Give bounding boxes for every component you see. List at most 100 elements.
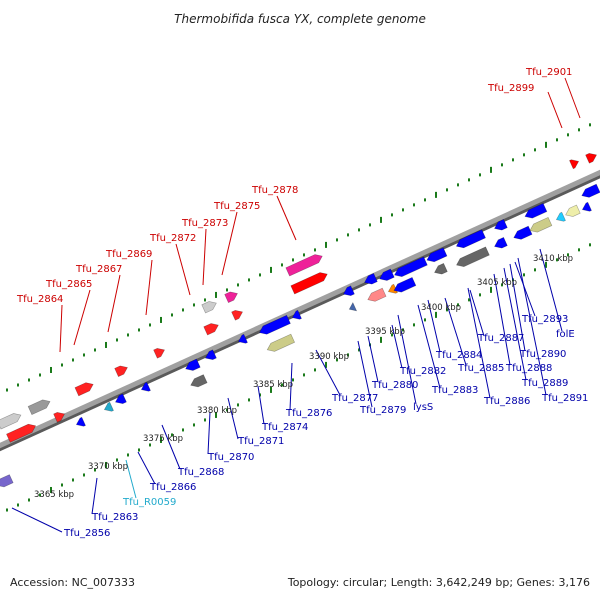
gene-label-tfu-2874: Tfu_2874 xyxy=(261,422,308,433)
lower-track-tick xyxy=(270,386,272,393)
lower-track-tick xyxy=(138,448,140,452)
upper-track-tick xyxy=(347,233,349,237)
reverse-gene-arrow xyxy=(140,381,151,392)
leader-line xyxy=(493,273,511,366)
gene-label-tfu-2856: Tfu_2856 xyxy=(63,528,110,539)
lower-track-tick xyxy=(171,433,173,437)
leader-line xyxy=(564,77,581,119)
lower-track-tick xyxy=(545,261,547,268)
forward-gene-arrow xyxy=(585,153,598,164)
reverse-gene-arrow xyxy=(0,474,14,488)
reverse-gene-arrow xyxy=(103,401,114,412)
upper-track-tick xyxy=(578,128,580,132)
lower-track-tick xyxy=(281,383,283,387)
leader-line xyxy=(161,424,181,470)
gene-label-tfu-2869: Tfu_2869 xyxy=(105,249,152,260)
reverse-gene-arrow xyxy=(364,273,378,285)
lower-track-tick xyxy=(259,393,261,397)
lower-track-tick xyxy=(402,328,404,332)
lower-track-tick xyxy=(589,243,591,247)
backbone-line xyxy=(0,169,600,449)
upper-track-tick xyxy=(171,313,173,317)
gene-label-tfu-2864: Tfu_2864 xyxy=(16,294,63,305)
leader-line xyxy=(469,289,485,337)
gene-label-tfu-2886: Tfu_2886 xyxy=(483,396,530,407)
leader-line xyxy=(73,289,91,346)
reverse-gene-arrow xyxy=(581,201,592,212)
lower-track-tick xyxy=(336,358,338,362)
gene-label-fole: folE xyxy=(556,329,575,340)
accession-text: Accession: NC_007333 xyxy=(10,576,135,589)
upper-track-tick xyxy=(490,166,492,173)
gene-label-tfu-2868: Tfu_2868 xyxy=(177,467,224,478)
upper-track-tick xyxy=(28,378,30,382)
upper-track-tick xyxy=(314,248,316,252)
reverse-gene-arrow xyxy=(342,285,355,296)
upper-track-tick xyxy=(380,216,382,223)
upper-track-tick xyxy=(589,123,591,127)
lower-track-tick xyxy=(193,423,195,427)
gene-label-tfu-2899: Tfu_2899 xyxy=(487,83,534,94)
leader-line xyxy=(539,248,563,332)
reverse-gene-arrow xyxy=(529,216,553,233)
forward-gene-arrow xyxy=(74,382,94,397)
backbone xyxy=(0,169,600,452)
reverse-gene-arrow xyxy=(426,247,448,263)
upper-track-tick xyxy=(292,258,294,262)
upper-track-tick xyxy=(358,228,360,232)
leader-line xyxy=(547,91,563,129)
lower-track-tick xyxy=(127,453,129,457)
gene-label-tfu-2865: Tfu_2865 xyxy=(45,279,92,290)
upper-track-tick xyxy=(413,203,415,207)
kbp-label-3395: 3395 kbp xyxy=(365,327,405,337)
genome-summary-text: Topology: circular; Length: 3,642,249 bp… xyxy=(287,576,590,589)
gene-label-tfu-2873: Tfu_2873 xyxy=(181,218,228,229)
upper-track-tick xyxy=(94,348,96,352)
reverse-gene-arrow xyxy=(114,393,127,404)
upper-track-tick xyxy=(127,333,129,337)
lower-track-tick xyxy=(479,293,481,297)
bottom-strand-labels: Tfu_2856 Tfu_2863 Tfu_R0059 Tfu_2866 Tfu… xyxy=(63,314,588,539)
upper-track-tick xyxy=(61,363,63,367)
upper-track-tick xyxy=(446,188,448,192)
forward-gene-arrow xyxy=(203,323,219,336)
gene-label-tfu-2889: Tfu_2889 xyxy=(521,378,568,389)
upper-track-tick xyxy=(325,241,327,248)
upper-track-tick xyxy=(160,316,162,323)
lower-track-tick xyxy=(39,493,41,497)
upper-track-tick xyxy=(204,298,206,302)
upper-track-tick xyxy=(138,328,140,332)
leader-line xyxy=(137,451,156,485)
lower-track-tick xyxy=(435,311,437,318)
lower-track-tick xyxy=(578,248,580,252)
reverse-gene-arrow xyxy=(513,225,533,240)
forward-gene-arrow xyxy=(224,291,238,303)
leader-line xyxy=(357,340,373,408)
lower-track-tick xyxy=(105,461,107,468)
leader-line xyxy=(145,259,153,316)
upper-track-tick xyxy=(39,373,41,377)
gene-label-tfu-2878: Tfu_2878 xyxy=(251,185,298,196)
gene-label-tfu-2877: Tfu_2877 xyxy=(331,393,378,404)
kbp-label-3410: 3410 kbp xyxy=(533,254,573,264)
lower-track-tick xyxy=(490,286,492,293)
lower-track-tick xyxy=(116,458,118,462)
upper-track-tick xyxy=(391,213,393,217)
leader-line xyxy=(59,304,63,353)
gene-label-tfu-2901: Tfu_2901 xyxy=(525,67,572,78)
lower-track-tick xyxy=(50,486,52,493)
reverse-gene-arrow xyxy=(394,256,428,277)
upper-track-tick xyxy=(468,178,470,182)
lower-track-tick xyxy=(303,373,305,377)
lower-track-tick xyxy=(523,273,525,277)
upper-track-tick xyxy=(369,223,371,227)
forward-gene-arrow xyxy=(569,159,580,170)
gene-label-tfu-2890: Tfu_2890 xyxy=(519,349,566,360)
upper-track-tick xyxy=(105,341,107,348)
leader-line xyxy=(11,507,63,533)
lower-track-tick xyxy=(391,333,393,337)
label-connectors xyxy=(11,77,581,533)
upper-track-tick xyxy=(534,148,536,152)
upper-track-tick xyxy=(303,253,305,257)
gene-label-tfu-2884: Tfu_2884 xyxy=(435,350,482,361)
